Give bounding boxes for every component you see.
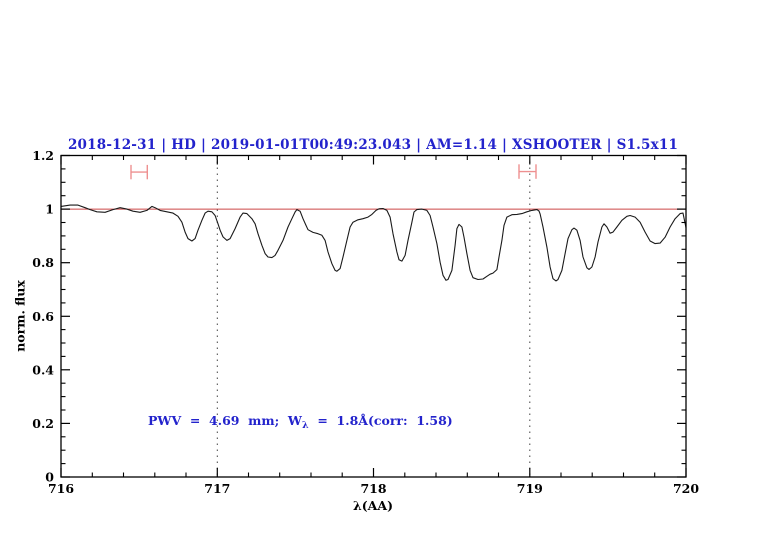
y-tick-label: 0.2	[32, 416, 54, 431]
x-axis-label: λ(AA)	[353, 498, 393, 513]
y-tick-label: 0.6	[32, 309, 54, 324]
plot-title: 2018-12-31 | HD | 2019-01-01T00:49:23.04…	[67, 137, 679, 153]
y-axis-label: norm. flux	[12, 280, 28, 352]
x-tick-label: 716	[48, 481, 74, 496]
annotation-lambda-subscript: λ	[301, 419, 309, 431]
x-tick-label: 720	[673, 481, 699, 496]
y-tick-label: 0	[45, 470, 54, 485]
y-tick-label: 0.4	[32, 362, 54, 377]
annotation-suffix: = 1.8Å(corr: 1.58)	[308, 412, 453, 428]
x-tick-label: 719	[517, 481, 543, 496]
pwv-annotation: PWV = 4.69 mm; Wλ = 1.8Å(corr: 1.58)	[148, 413, 453, 431]
y-tick-label: 0.8	[32, 255, 54, 270]
y-tick-label: 1	[45, 202, 54, 217]
spectrum-path	[60, 204, 687, 282]
x-tick-label: 718	[360, 481, 386, 496]
annotation-prefix: PWV = 4.69 mm; W	[148, 412, 302, 428]
y-tick-label: 1.2	[32, 148, 54, 163]
x-tick-label: 717	[204, 481, 230, 496]
